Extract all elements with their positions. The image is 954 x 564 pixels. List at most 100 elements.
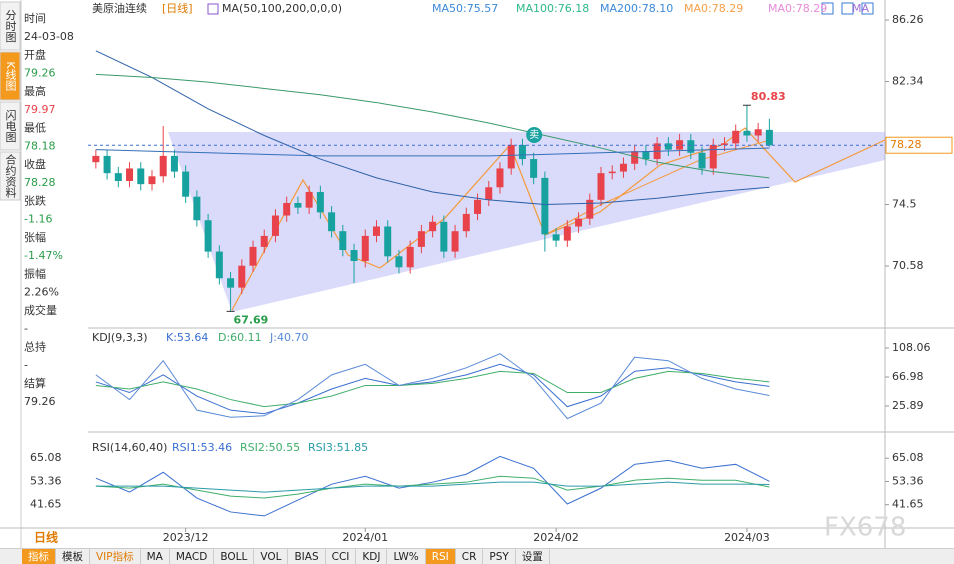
x-tick-label: 2024/03 — [724, 531, 770, 544]
candle-body — [271, 215, 279, 236]
icon — [207, 3, 219, 15]
info-value: 79.97 — [24, 103, 56, 116]
tab[interactable] — [0, 1, 21, 51]
y-tick-label-left: 65.08 — [30, 451, 62, 464]
tab[interactable] — [0, 101, 21, 151]
candle-body — [720, 143, 728, 145]
series-line — [95, 73, 770, 179]
candle-body — [709, 144, 717, 169]
toolbar-item[interactable]: BOLL — [214, 549, 255, 564]
candle-body — [518, 144, 526, 160]
toolbar-item[interactable]: CR — [456, 549, 484, 564]
tab-label[interactable]: 分时图 — [4, 9, 17, 43]
toolbar-item[interactable]: CCI — [326, 549, 357, 564]
candle-body — [765, 129, 773, 146]
series-line — [95, 455, 770, 517]
candle-body — [698, 152, 706, 169]
y-tick-label: 53.36 — [892, 474, 924, 487]
candle-body — [372, 226, 380, 236]
candle-body — [563, 226, 571, 241]
candle-body — [103, 155, 111, 174]
legend-item: K:53.64 — [166, 331, 208, 344]
candle-body — [732, 130, 740, 144]
y-tick-label: 70.58 — [892, 259, 924, 272]
panel-title: KDJ(9,3,3) — [92, 331, 148, 344]
candle-body — [597, 173, 605, 200]
candle-body — [148, 176, 156, 185]
candle-body — [204, 220, 212, 252]
candle-body — [619, 163, 627, 172]
series-line — [95, 481, 770, 493]
info-value: 78.18 — [24, 140, 56, 153]
x-tick-label: 2023/12 — [163, 531, 209, 544]
candle-body — [305, 191, 313, 208]
info-label: 最低 — [24, 122, 46, 135]
tab[interactable] — [0, 151, 21, 201]
symbol: 美原油连续 — [92, 1, 147, 15]
candle-body — [507, 144, 515, 169]
candle-body — [608, 171, 616, 174]
candle-body — [249, 246, 257, 266]
candle-body — [743, 130, 751, 136]
info-label: 振幅 — [24, 267, 46, 281]
candle-body — [260, 235, 268, 247]
toolbar-item[interactable]: 指标 — [22, 549, 56, 564]
legend-item: MA0:78.29 — [768, 2, 827, 15]
tab-label[interactable]: 闪电图 — [4, 108, 17, 143]
series-line — [95, 363, 770, 415]
tab[interactable] — [0, 51, 21, 101]
icon[interactable] — [821, 2, 834, 15]
icon[interactable] — [841, 2, 854, 15]
series-line — [95, 50, 770, 206]
signal-label: 卖 — [529, 129, 539, 141]
candle-body — [294, 202, 302, 208]
toolbar-item[interactable]: MACD — [170, 549, 215, 564]
candle-body — [474, 199, 482, 214]
toolbar-item[interactable]: LW% — [387, 549, 426, 564]
legend-item: MA100:76.18 — [516, 2, 589, 15]
y-tick-label: 41.65 — [892, 498, 924, 511]
candle-body — [283, 202, 291, 216]
info-value: -1.47% — [24, 249, 63, 262]
tab-label[interactable]: K线图 — [4, 61, 17, 91]
trend-drawing — [544, 139, 771, 236]
info-value: - — [24, 359, 28, 372]
candle-body — [676, 140, 684, 150]
legend-item: MA — [852, 2, 869, 15]
toolbar-item[interactable]: KDJ — [356, 549, 388, 564]
candle-body — [406, 246, 414, 268]
candle-body — [530, 159, 538, 178]
info-label: 张幅 — [24, 231, 46, 244]
series-line — [95, 475, 770, 499]
candle-body — [496, 168, 504, 188]
candle-body — [215, 251, 223, 279]
candle-body — [417, 231, 425, 247]
candle-body — [541, 177, 549, 235]
y-tick-label: 66.98 — [892, 370, 924, 383]
toolbar-item[interactable]: BIAS — [288, 549, 326, 564]
info-value: 78.28 — [24, 176, 56, 189]
candle-body — [485, 187, 493, 200]
candle-body — [170, 155, 178, 172]
toolbar-item[interactable]: VIP指标 — [90, 549, 141, 564]
toolbar-item[interactable]: PSY — [483, 549, 516, 564]
x-tick-label: 2024/01 — [342, 531, 388, 544]
toolbar-item[interactable]: VOL — [254, 549, 289, 564]
toolbar-item[interactable]: 设置 — [516, 549, 550, 564]
toolbar-item[interactable]: RSI — [425, 549, 456, 564]
candle-body — [182, 171, 190, 197]
toolbar-item[interactable]: MA — [141, 549, 170, 564]
window-icons[interactable] — [821, 2, 874, 15]
info-label: 总持 — [24, 340, 46, 354]
signal-marker — [526, 127, 543, 143]
tab-label[interactable]: 合约资料 — [4, 153, 17, 199]
candle-body — [631, 151, 639, 164]
legend-item: RSI1:53.46 — [172, 441, 232, 454]
candle-body — [429, 221, 437, 232]
icon[interactable] — [861, 2, 874, 15]
info-label: 成交量 — [24, 303, 57, 317]
toolbar-item[interactable]: 模板 — [56, 549, 90, 564]
y-tick-label: 25.89 — [892, 399, 924, 412]
candle-body — [462, 213, 470, 232]
panel-title: RSI(14,60,40) — [92, 441, 167, 454]
